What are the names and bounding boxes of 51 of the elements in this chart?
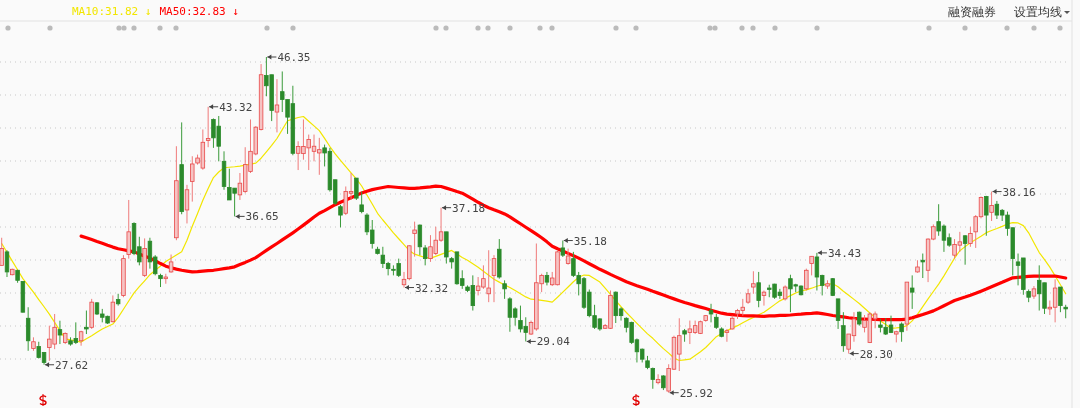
candlestick	[655, 373, 661, 385]
candlestick	[412, 221, 417, 258]
candlestick	[354, 177, 359, 201]
candlestick	[359, 191, 364, 214]
candlestick	[4, 249, 10, 278]
candlestick	[110, 294, 116, 323]
candlestick	[168, 254, 174, 274]
candlestick	[841, 311, 846, 353]
candlestick	[751, 270, 756, 295]
candlestick	[835, 298, 841, 330]
text: 43.32	[219, 100, 253, 114]
candlestick	[761, 289, 767, 307]
candlestick	[417, 223, 423, 256]
text: 融资融券	[948, 5, 996, 19]
candlestick	[502, 279, 507, 300]
text: MA10:31.82 ↓	[72, 5, 152, 18]
candlestick	[84, 310, 89, 335]
candlestick	[1058, 286, 1063, 313]
text: 37.18	[452, 201, 486, 215]
text: 27.62	[55, 358, 89, 372]
text: 35.18	[573, 234, 607, 248]
candlestick	[205, 106, 211, 148]
candlestick	[756, 271, 761, 308]
candlestick	[708, 303, 714, 323]
text: 设置均线	[1014, 5, 1062, 19]
candlestick	[724, 328, 730, 343]
candlestick	[57, 320, 63, 345]
candlestick	[491, 254, 497, 303]
candlestick	[920, 253, 925, 279]
candlestick	[899, 321, 904, 343]
text: 25.92	[679, 386, 713, 400]
text: 28.30	[859, 347, 893, 361]
text: 32.32	[415, 281, 449, 295]
text: MA50:32.83 ↓	[159, 5, 239, 18]
text: 34.43	[827, 246, 862, 260]
candlestick	[422, 244, 428, 266]
text: 38.16	[1002, 185, 1036, 199]
candlestick	[274, 78, 280, 133]
text: 36.65	[245, 210, 279, 224]
text: 46.35	[277, 51, 311, 64]
candlestick	[989, 191, 994, 222]
candlestick	[25, 306, 31, 352]
candlestick	[909, 274, 915, 310]
candlestick	[338, 204, 343, 228]
candlestick	[984, 195, 989, 237]
candlestick	[962, 234, 968, 266]
candlestick	[126, 199, 131, 260]
candlestick	[184, 184, 190, 224]
text: 29.04	[536, 335, 570, 349]
candlestick	[0, 237, 4, 266]
candlestick	[968, 226, 973, 248]
